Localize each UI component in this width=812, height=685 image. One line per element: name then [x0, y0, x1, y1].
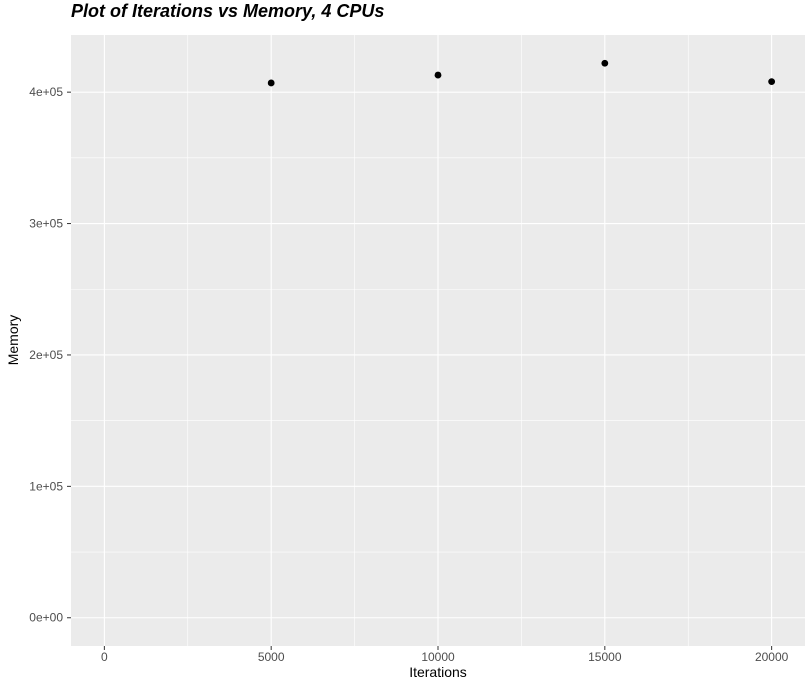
chart-layer: 0 5000 10000 15000 20000 0e+00 1e+05 2e+05 3e+05…: [29, 35, 805, 664]
y-tick-label: 3e+05: [29, 217, 63, 231]
x-tick-label: 5000: [258, 650, 285, 664]
data-point: [267, 79, 275, 87]
y-axis-title: Memory: [5, 315, 21, 366]
x-tick-label: 15000: [588, 650, 622, 664]
data-point: [768, 78, 776, 86]
x-tick-label: 20000: [755, 650, 789, 664]
x-axis-title: Iterations: [409, 664, 467, 680]
y-tick-label: 4e+05: [29, 85, 63, 99]
y-tick-label: 2e+05: [29, 348, 63, 362]
data-point: [601, 59, 609, 67]
x-tick-label: 0: [101, 650, 108, 664]
y-tick-label: 1e+05: [29, 479, 63, 493]
y-tick-label: 0e+00: [29, 611, 63, 625]
x-tick-label: 10000: [421, 650, 455, 664]
data-point: [434, 71, 442, 79]
plot-title: Plot of Iterations vs Memory, 4 CPUs: [71, 1, 385, 21]
